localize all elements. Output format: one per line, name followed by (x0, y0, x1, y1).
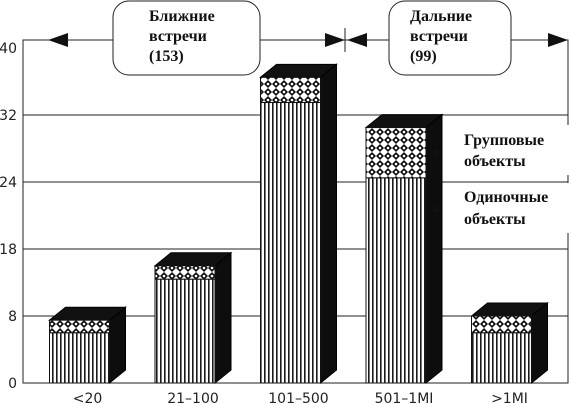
bar-single (154, 278, 216, 384)
group-near: Ближние встречи (153) (112, 0, 261, 76)
group-near-line3: (153) (149, 48, 184, 65)
range-arrows (48, 28, 568, 52)
x-tick-label: >1MI (491, 391, 528, 404)
group-far-line2: встречи (410, 28, 468, 45)
x-tick-label: 101–500 (268, 391, 328, 404)
legend-single-line2: объекты (464, 211, 526, 228)
x-axis: <20 21–100 101–500 501–1MI >1MI (73, 391, 528, 404)
y-tick-label: 0 (8, 376, 17, 392)
bar-group-objects (154, 265, 216, 280)
bar-single (471, 332, 532, 384)
bar-group (364, 113, 444, 385)
bar-side (320, 63, 337, 385)
legend-marker-single (433, 207, 439, 212)
arrow-right-icon (548, 33, 568, 47)
arrow-left-icon (347, 33, 367, 47)
x-tick-label: 501–1MI (375, 391, 434, 404)
bar-group (153, 251, 233, 385)
bar-single (260, 101, 321, 384)
legend-single-line1: Одиночные (464, 189, 548, 206)
y-tick-label: 8 (8, 309, 17, 325)
x-tick-label: 21–100 (167, 391, 219, 404)
legend: Групповые объекты Одиночные объекты (433, 125, 570, 233)
arrow-right-icon (325, 33, 345, 47)
y-tick-label: 18 (0, 242, 17, 258)
legend-marker-group (433, 150, 439, 155)
bar-group (48, 306, 127, 385)
bars (48, 63, 549, 385)
y-axis: 0 8 18 24 32 40 (0, 41, 17, 392)
group-far: Дальние встречи (99) (388, 0, 512, 76)
arrow-left-icon (48, 33, 68, 47)
legend-group-line1: Групповые (464, 132, 544, 149)
x-tick-label: <20 (73, 391, 103, 404)
bar-group-objects (471, 315, 532, 334)
bar-group-objects (365, 127, 427, 179)
group-far-line3: (99) (410, 48, 437, 65)
y-tick-label: 32 (0, 108, 17, 124)
y-tick-label: 40 (0, 41, 17, 57)
bar-side (214, 251, 232, 385)
y-tick-label: 24 (0, 175, 17, 191)
group-near-line1: Ближние (149, 8, 215, 25)
bar-group (259, 63, 338, 385)
bar-group-objects (260, 76, 321, 103)
group-near-line2: встречи (149, 28, 207, 45)
bar-side (531, 301, 548, 385)
group-far-line1: Дальние (410, 8, 472, 25)
bar-single (365, 177, 427, 384)
bar-group (470, 301, 549, 385)
bar-group-objects (49, 319, 110, 334)
legend-group-line2: объекты (464, 153, 526, 170)
bar-single (49, 332, 110, 384)
